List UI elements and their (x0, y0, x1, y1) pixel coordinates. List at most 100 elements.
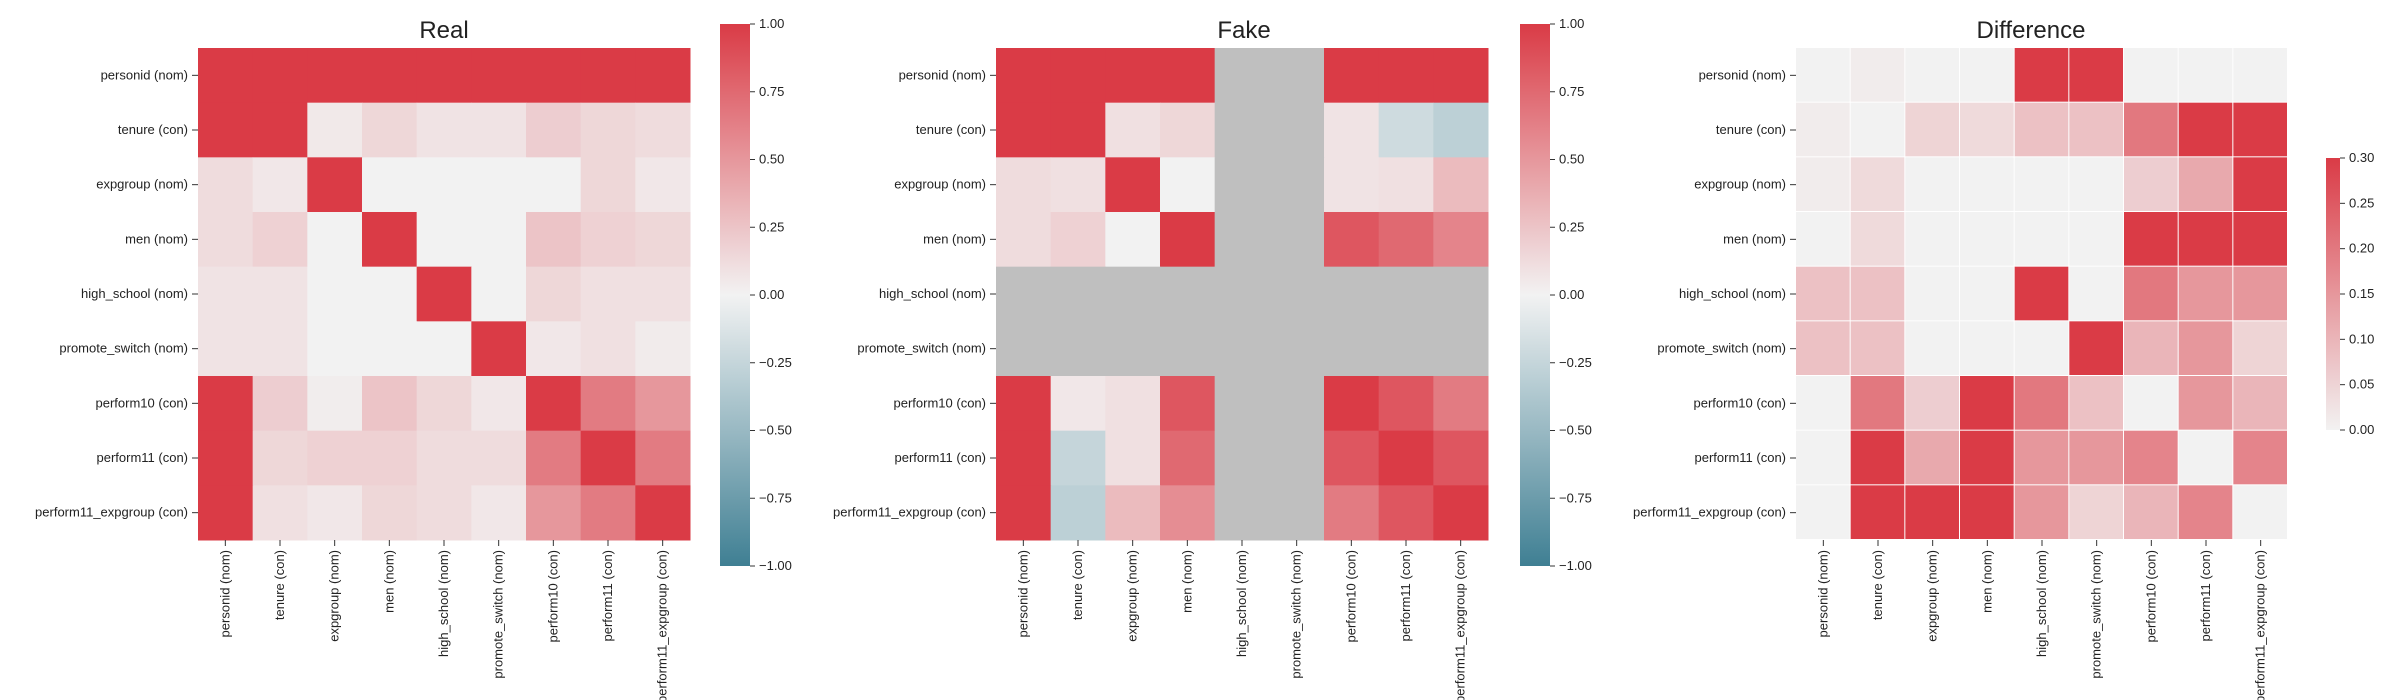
heatmap-cell (2069, 485, 2123, 539)
heatmap-cell (580, 212, 636, 268)
heatmap-cell (1850, 321, 1905, 375)
heatmap-cell (580, 376, 636, 432)
colorbar-tick-label: 0.05 (2349, 377, 2374, 392)
heatmap-cell (1960, 48, 2014, 102)
x-tick-label: expgroup (nom) (327, 550, 342, 642)
heatmap-cell (1378, 102, 1434, 158)
heatmap-cell (252, 321, 308, 377)
heatmap-cell (1105, 485, 1161, 541)
heatmap-cell (526, 102, 582, 158)
colorbar-tick-label: −0.50 (759, 423, 792, 438)
heatmap-cell (1050, 376, 1106, 432)
colorbar-tick-label: 0.10 (2349, 331, 2374, 346)
colorbar (1520, 24, 1550, 566)
heatmap-cell (526, 157, 582, 213)
heatmap-cell (1160, 485, 1216, 541)
heatmap-cell (2124, 48, 2178, 102)
colorbar-tick-label: 0.00 (2349, 422, 2374, 437)
heatmap-cell (2233, 102, 2287, 157)
heatmap-cell (2124, 266, 2178, 321)
heatmap-cell (1214, 48, 1270, 104)
heatmap-cell (2178, 430, 2233, 485)
heatmap-cell (1960, 321, 2014, 375)
heatmap-cell (526, 376, 582, 432)
heatmap-cell (1850, 430, 1905, 485)
heatmap-cell (252, 430, 308, 486)
heatmap-cell (1378, 266, 1434, 322)
heatmap-cell (1378, 157, 1434, 213)
heatmap-cell (2124, 212, 2178, 266)
heatmap-cell (2233, 212, 2287, 266)
heatmap-cell (1050, 485, 1106, 541)
heatmap-cell (1960, 430, 2014, 485)
heatmap-cell (2178, 321, 2233, 375)
y-tick-label: expgroup (nom) (1694, 177, 1786, 192)
heatmap-cell (526, 212, 582, 268)
heatmap-cell (580, 102, 636, 158)
heatmap-cell (1160, 102, 1216, 158)
heatmap-cell (580, 48, 636, 104)
x-tick-label: tenure (con) (272, 550, 287, 620)
heatmap-cell (1324, 430, 1380, 486)
heatmap-cell (471, 102, 527, 158)
heatmap-cell (362, 48, 418, 104)
heatmap-cell (2014, 102, 2069, 157)
heatmap-cell (1796, 321, 1850, 375)
heatmap-cell (2178, 157, 2233, 211)
heatmap-cell (1905, 266, 1959, 321)
heatmap-cell (996, 212, 1052, 268)
heatmap-cell (1850, 157, 1905, 211)
heatmap-cell (996, 485, 1052, 541)
heatmap-cell (1905, 485, 1959, 539)
heatmap-cell (416, 485, 472, 541)
y-tick-label: high_school (nom) (879, 286, 986, 301)
heatmap-cell (996, 430, 1052, 486)
heatmap-cell (1324, 485, 1380, 541)
heatmap-cell (1050, 48, 1106, 104)
heatmap-cell (1960, 102, 2014, 157)
y-tick-label: perform11 (con) (894, 450, 986, 465)
heatmap-cell (2178, 485, 2233, 539)
heatmap-cell (1905, 212, 1959, 266)
heatmap-cell (635, 321, 691, 377)
panel-real: Real personid (nom) tenure (con) expgroup … (35, 16, 792, 700)
heatmap-cell (1433, 102, 1489, 158)
heatmap-cell (198, 430, 254, 486)
heatmap-cell (252, 376, 308, 432)
heatmap-cell (1433, 376, 1489, 432)
y-tick-label: expgroup (nom) (96, 177, 188, 192)
y-tick-label: high_school (nom) (81, 286, 188, 301)
heatmap-cell (996, 376, 1052, 432)
heatmap-cell (307, 212, 363, 268)
heatmap-cell (471, 266, 527, 322)
heatmap-cell (1160, 266, 1216, 322)
heatmap-cell (2233, 48, 2287, 102)
colorbar-tick-label: −0.75 (759, 490, 792, 505)
heatmap-cell (635, 485, 691, 541)
heatmap-cell (2178, 212, 2233, 266)
heatmap-cell (1378, 485, 1434, 541)
heatmap-cell (1324, 376, 1380, 432)
y-tick-label: promote_switch (nom) (59, 341, 188, 356)
heatmap-cell (2069, 212, 2123, 266)
heatmap-cell (526, 48, 582, 104)
heatmap-cell (1796, 102, 1850, 157)
heatmap-cell (198, 376, 254, 432)
heatmap-cell (635, 157, 691, 213)
heatmap-cell (2069, 266, 2123, 321)
heatmap-cell (1214, 157, 1270, 213)
heatmap-cell (2014, 212, 2069, 266)
colorbar-tick-label: −0.25 (759, 355, 792, 370)
heatmap-cell (526, 430, 582, 486)
heatmap-cell (2233, 157, 2287, 211)
heatmap-cell (307, 266, 363, 322)
colorbar-tick-label: −0.75 (1559, 490, 1592, 505)
heatmap-cell (580, 157, 636, 213)
heatmap-cell (2014, 157, 2069, 211)
heatmap-cell (252, 266, 308, 322)
heatmap-cell (1050, 157, 1106, 213)
y-tick-label: personid (nom) (101, 67, 188, 82)
y-tick-label: perform11_expgroup (con) (1633, 505, 1786, 520)
x-tick-label: perform11_expgroup (con) (1453, 550, 1468, 700)
colorbar-tick-label: −0.50 (1559, 423, 1592, 438)
